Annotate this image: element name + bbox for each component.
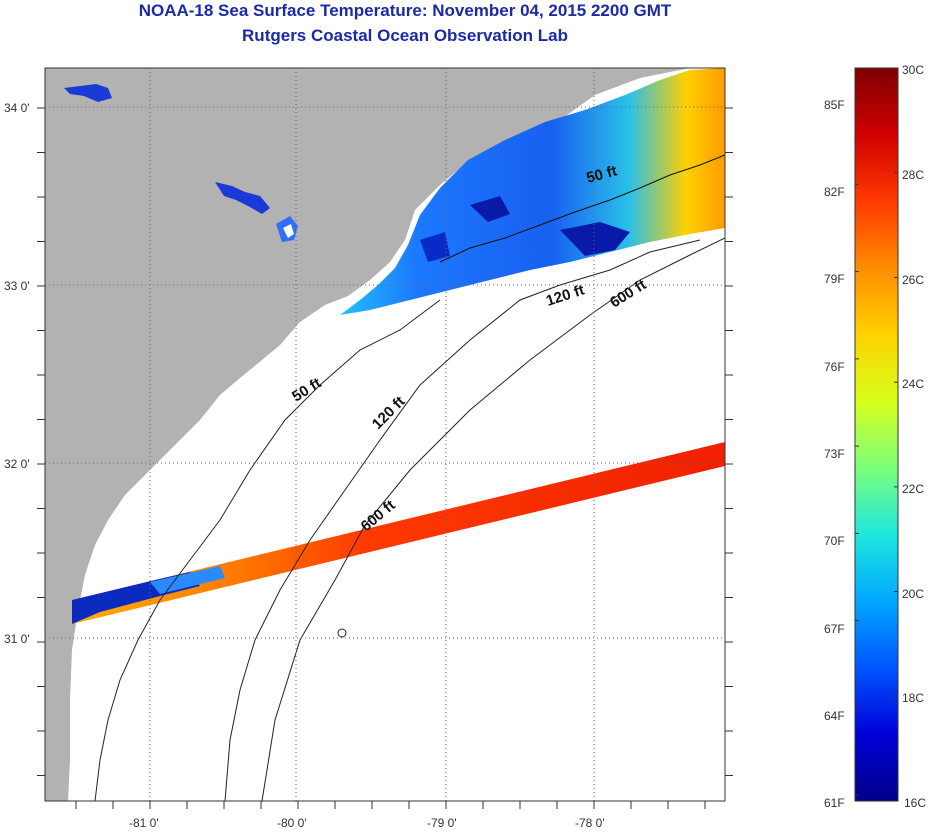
lake-small bbox=[64, 84, 112, 102]
frame-ticks bbox=[37, 107, 733, 809]
contour-50ft-south bbox=[94, 299, 441, 801]
lat-label-32: 32 0' bbox=[4, 457, 30, 471]
cbar-c-18: 18C bbox=[902, 691, 924, 705]
map-title: NOAA-18 Sea Surface Temperature: Novembe… bbox=[138, 1, 672, 20]
cbar-f-70: 70F bbox=[824, 534, 845, 548]
cbar-f-64: 64F bbox=[824, 709, 845, 723]
graticule bbox=[45, 68, 725, 801]
colorbar bbox=[854, 67, 899, 802]
cbar-f-85: 85F bbox=[824, 98, 845, 112]
lon-label-79: -79 0' bbox=[427, 816, 457, 830]
contour-50ft-north bbox=[439, 154, 725, 263]
sst-cold-patch-2 bbox=[470, 196, 510, 222]
cbar-c-26: 26C bbox=[902, 273, 924, 287]
cbar-c-16: 16C bbox=[904, 796, 926, 810]
contour-120ft bbox=[224, 239, 701, 801]
lon-label-78: -78 0' bbox=[575, 816, 605, 830]
sst-swath-south-mid bbox=[150, 566, 225, 594]
cbar-c-30: 30C bbox=[902, 63, 924, 77]
sst-cold-patch bbox=[560, 222, 630, 256]
cbar-f-82: 82F bbox=[824, 185, 845, 199]
land-area bbox=[45, 68, 690, 801]
map-subtitle: Rutgers Coastal Ocean Observation Lab bbox=[242, 26, 568, 45]
lake-moultrie-center bbox=[283, 224, 294, 238]
lon-label-81: -81 0' bbox=[129, 816, 159, 830]
lake-marion bbox=[215, 182, 270, 214]
cbar-f-67: 67F bbox=[824, 622, 845, 636]
sst-cold-patch-3 bbox=[420, 232, 450, 262]
lat-label-33: 33 0' bbox=[4, 279, 30, 293]
cbar-f-61: 61F bbox=[824, 796, 845, 810]
contour-600ft bbox=[261, 237, 725, 801]
cbar-c-28: 28C bbox=[902, 168, 924, 182]
cbar-c-20: 20C bbox=[902, 587, 924, 601]
cbar-c-22: 22C bbox=[902, 482, 924, 496]
cbar-c-24: 24C bbox=[902, 377, 924, 391]
lat-label-34: 34 0' bbox=[4, 101, 30, 115]
cbar-f-79: 79F bbox=[824, 272, 845, 286]
map-frame bbox=[44, 67, 726, 802]
lon-label-80: -80 0' bbox=[277, 816, 307, 830]
contour-seamount bbox=[337, 628, 347, 638]
lat-label-31: 31 0' bbox=[4, 632, 30, 646]
cbar-f-73: 73F bbox=[824, 447, 845, 461]
colorbar-ticks bbox=[855, 67, 898, 802]
sst-swath-south bbox=[72, 442, 725, 624]
cbar-f-76: 76F bbox=[824, 360, 845, 374]
